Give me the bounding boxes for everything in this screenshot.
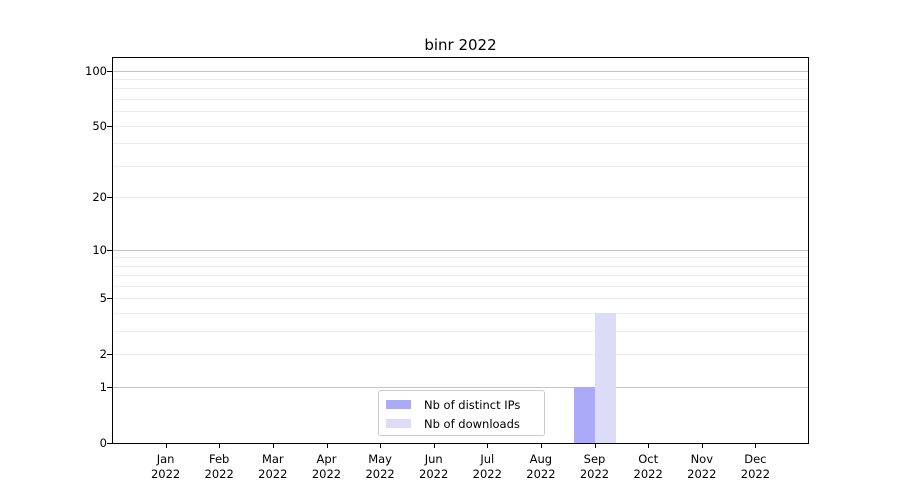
x-tick — [380, 444, 382, 448]
x-tick-label: Dec 2022 — [725, 452, 785, 482]
gridline-minor — [113, 265, 808, 267]
x-tick-month: Feb — [209, 452, 230, 466]
y-tick-label: 10 — [92, 242, 107, 257]
gridline-minor — [113, 257, 808, 259]
gridline-minor — [113, 99, 808, 100]
gridline-minor — [113, 165, 808, 167]
y-tick-label: 100 — [85, 63, 107, 78]
x-tick — [165, 444, 167, 448]
gridline-minor — [113, 79, 808, 80]
x-tick-label: May 2022 — [350, 452, 410, 482]
gridline-minor — [113, 197, 808, 199]
x-tick-month: Aug — [529, 452, 553, 466]
gridline-minor — [113, 313, 808, 315]
gridline-major — [113, 249, 808, 251]
x-tick — [648, 444, 650, 448]
x-tick-year: 2022 — [419, 467, 449, 481]
y-tick-label: 20 — [92, 190, 107, 205]
bar-distinct-ips — [573, 387, 595, 443]
x-tick-year: 2022 — [579, 467, 610, 481]
y-tick — [107, 70, 112, 72]
x-tick-month: Mar — [261, 452, 284, 466]
y-tick — [107, 197, 112, 199]
x-tick-label: Apr 2022 — [297, 452, 357, 482]
x-tick-year: 2022 — [526, 467, 556, 481]
x-tick-label: Mar 2022 — [243, 452, 303, 482]
y-tick-label: 0 — [99, 436, 107, 450]
x-tick-month: Apr — [316, 452, 337, 466]
y-tick — [107, 443, 112, 444]
gridline-minor — [113, 88, 808, 90]
y-tick-label: 5 — [99, 291, 107, 306]
x-tick — [540, 444, 542, 448]
legend-swatch-distinct-ips — [386, 400, 411, 409]
gridline-minor — [113, 125, 808, 127]
x-tick — [487, 444, 489, 448]
x-tick-month: Oct — [638, 452, 659, 466]
x-tick — [755, 444, 757, 448]
gridline-minor — [113, 143, 808, 145]
gridline-major — [113, 70, 808, 72]
y-tick — [107, 249, 112, 251]
x-tick-label: Jun 2022 — [404, 452, 464, 482]
x-tick-year: 2022 — [687, 467, 717, 481]
x-tick-year: 2022 — [150, 467, 181, 481]
x-tick-label: Jul 2022 — [457, 452, 517, 482]
x-tick-year: 2022 — [258, 467, 288, 481]
x-tick-label: Sep 2022 — [565, 452, 625, 482]
legend-label-downloads: Nb of downloads — [424, 416, 520, 431]
y-tick-label: 1 — [99, 380, 107, 395]
y-tick — [107, 298, 112, 300]
legend-item-downloads: Nb of downloads — [379, 414, 544, 433]
x-tick-month: Jul — [480, 452, 495, 466]
x-tick-label: Jan 2022 — [136, 452, 196, 482]
legend-item-distinct-ips: Nb of distinct IPs — [379, 395, 544, 414]
x-tick — [326, 444, 328, 448]
y-tick-label: 2 — [99, 347, 107, 362]
x-tick-label: Oct 2022 — [618, 452, 678, 482]
chart-title: binr 2022 — [424, 36, 497, 54]
gridline-minor — [113, 298, 808, 300]
plot-area — [112, 57, 809, 444]
legend-swatch-downloads — [386, 419, 411, 428]
gridline-minor — [113, 286, 808, 287]
x-tick-month: Jan — [156, 452, 175, 466]
gridline-minor — [113, 331, 808, 333]
x-tick-year: 2022 — [311, 467, 342, 481]
legend: Nb of distinct IPs Nb of downloads — [378, 390, 545, 436]
gridline-minor — [113, 111, 808, 113]
x-tick — [272, 444, 274, 448]
legend-label-distinct-ips: Nb of distinct IPs — [424, 397, 521, 412]
x-tick-year: 2022 — [365, 467, 395, 481]
gridline-minor — [113, 354, 808, 356]
y-tick — [107, 387, 112, 389]
x-tick-year: 2022 — [472, 467, 502, 481]
x-tick — [433, 444, 435, 448]
x-tick — [219, 444, 221, 448]
y-tick — [107, 125, 112, 127]
gridline-major — [113, 387, 808, 389]
x-tick-label: Aug 2022 — [511, 452, 571, 482]
x-tick-year: 2022 — [204, 467, 234, 481]
x-tick-year: 2022 — [633, 467, 663, 481]
x-tick-month: Jun — [424, 452, 443, 466]
x-tick-month: Dec — [744, 452, 767, 466]
x-tick-label: Nov 2022 — [672, 452, 732, 482]
x-tick-year: 2022 — [740, 467, 771, 481]
gridline-minor — [113, 275, 808, 277]
x-tick — [701, 444, 703, 448]
bar-downloads — [594, 313, 616, 443]
y-tick-label: 50 — [92, 118, 107, 133]
x-tick-month: Sep — [583, 452, 606, 466]
x-tick-label: Feb 2022 — [189, 452, 249, 482]
x-tick-month: May — [368, 452, 392, 466]
x-tick — [594, 444, 596, 448]
y-tick — [107, 354, 112, 356]
x-tick-month: Nov — [690, 452, 714, 466]
